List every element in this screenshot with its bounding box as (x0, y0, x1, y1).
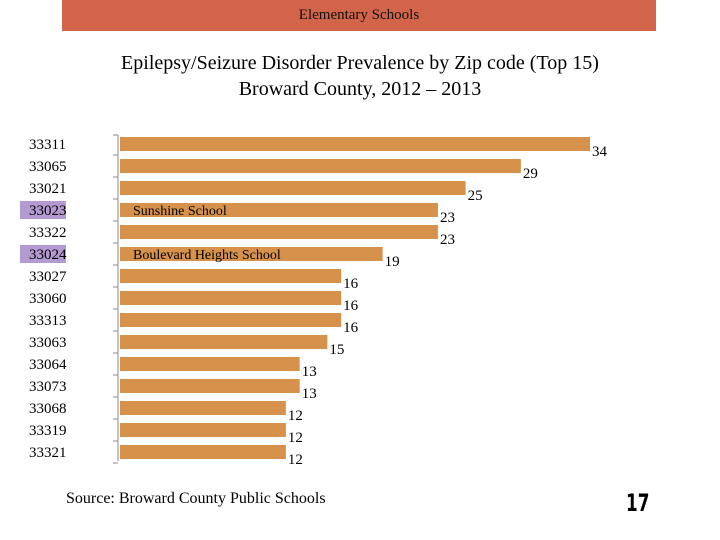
bar (120, 181, 466, 195)
category-label: 33021 (29, 181, 67, 197)
bar (120, 269, 342, 283)
bar (120, 335, 328, 349)
data-label: 16 (343, 276, 359, 292)
bar (120, 379, 300, 393)
data-label: 12 (288, 408, 303, 424)
category-label: 33321 (29, 445, 67, 461)
category-highlight (20, 245, 66, 263)
bar (120, 313, 342, 327)
bar (120, 445, 286, 459)
data-label: 12 (288, 452, 303, 468)
category-highlight (20, 201, 66, 219)
source-note: Source: Broward County Public Schools (66, 490, 326, 507)
category-label: 33319 (29, 423, 67, 439)
bar (120, 291, 342, 305)
data-label: 13 (302, 386, 317, 402)
category-label: 33065 (29, 159, 67, 175)
data-label: 12 (288, 430, 303, 446)
data-label: 23 (440, 232, 455, 248)
bar (120, 423, 286, 437)
category-label: 33064 (29, 357, 67, 373)
category-label: 33060 (29, 291, 67, 307)
data-label: 13 (302, 364, 317, 380)
category-label: 33313 (29, 313, 67, 329)
bar (120, 225, 438, 239)
page-number: 17 (626, 489, 650, 517)
data-label: 16 (343, 298, 359, 314)
category-label: 33322 (29, 225, 67, 241)
bar (120, 159, 521, 173)
header-banner: Elementary Schools (62, 0, 656, 31)
data-label: 15 (329, 342, 344, 358)
data-label: 29 (523, 166, 538, 182)
data-label: 25 (468, 188, 483, 204)
bar (120, 357, 300, 371)
category-label: 33027 (29, 269, 67, 285)
category-label: 33024 (29, 247, 67, 263)
category-label: 33073 (29, 379, 67, 395)
data-label: 23 (440, 210, 455, 226)
bar-annotation: Sunshine School (133, 204, 227, 219)
data-label: 16 (343, 320, 359, 336)
chart-title-line-1: Epilepsy/Seizure Disorder Prevalence by … (121, 52, 599, 74)
category-label: 33023 (29, 203, 67, 219)
banner-text: Elementary Schools (298, 7, 420, 23)
category-label: 33063 (29, 335, 67, 351)
bar (120, 203, 438, 217)
data-label: 19 (385, 254, 400, 270)
category-label: 33311 (29, 137, 66, 153)
chart-title-line-2: Broward County, 2012 – 2013 (238, 78, 482, 100)
bar (120, 401, 286, 415)
data-label: 34 (592, 144, 608, 160)
bar (120, 247, 383, 261)
category-label: 33068 (29, 401, 67, 417)
chart-title: Epilepsy/Seizure Disorder Prevalence by … (0, 50, 720, 102)
bar (120, 137, 590, 151)
bar-annotation: Boulevard Heights School (133, 248, 281, 263)
